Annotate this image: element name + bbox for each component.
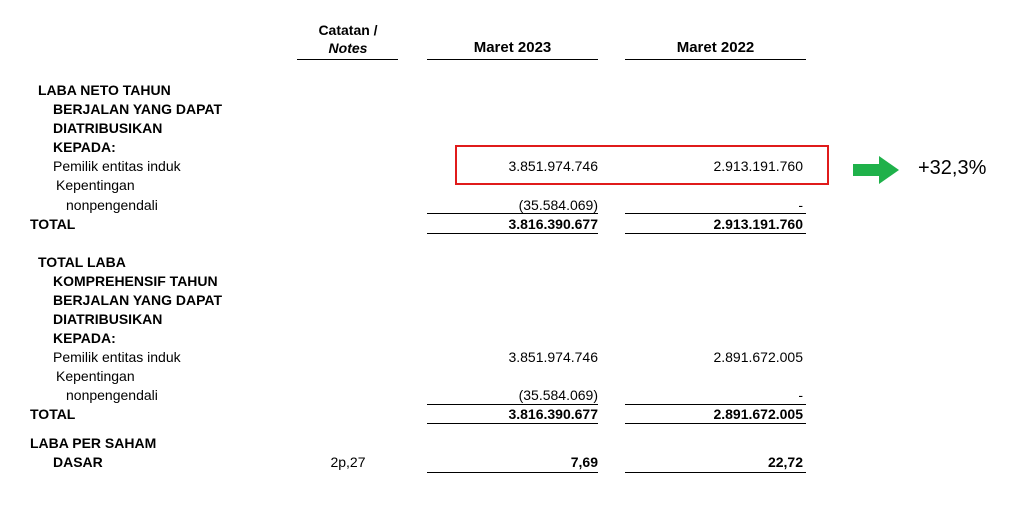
section-title: KOMPREHENSIF TAHUN	[53, 273, 218, 289]
rule	[625, 59, 806, 60]
section-title: KEPADA:	[53, 139, 116, 155]
total-value: 2.913.191.760	[713, 216, 803, 232]
value: 3.851.974.746	[508, 349, 598, 365]
value: -	[798, 197, 803, 213]
value: (35.584.069)	[518, 197, 598, 213]
section-title: KEPADA:	[53, 330, 116, 346]
highlight-box	[455, 145, 829, 185]
total-label: TOTAL	[30, 216, 76, 232]
section-title: LABA PER SAHAM	[30, 435, 157, 451]
notes-header: Catatan /	[318, 22, 378, 38]
value: 2.913.191.760	[713, 158, 803, 174]
rule	[427, 472, 598, 473]
row-label: Kepentingan	[56, 177, 135, 193]
rule	[625, 472, 806, 473]
row-label: Kepentingan	[56, 368, 135, 384]
row-label: nonpengendali	[66, 197, 158, 213]
rule	[625, 404, 806, 405]
note-ref: 2p,27	[330, 454, 366, 470]
column-header: Maret 2023	[473, 39, 552, 56]
section-title: DASAR	[53, 454, 103, 470]
value: 2.891.672.005	[713, 349, 803, 365]
value: 22,72	[767, 454, 803, 470]
section-title: TOTAL LABA	[38, 254, 126, 270]
total-value: 2.891.672.005	[713, 406, 803, 422]
row-label: nonpengendali	[66, 387, 158, 403]
rule	[427, 213, 598, 214]
rule	[625, 423, 806, 424]
section-title: BERJALAN YANG DAPAT	[53, 292, 223, 308]
arrow	[853, 156, 899, 184]
section-title: LABA NETO TAHUN	[38, 82, 171, 98]
section-title: BERJALAN YANG DAPAT	[53, 101, 223, 117]
rule	[297, 59, 398, 60]
rule	[427, 233, 598, 234]
section-title: DIATRIBUSIKAN	[53, 120, 163, 136]
rule	[427, 404, 598, 405]
value: 3.851.974.746	[508, 158, 598, 174]
row-label: Pemilik entitas induk	[53, 158, 181, 174]
column-header: Maret 2022	[676, 39, 755, 56]
total-value: 3.816.390.677	[508, 406, 598, 422]
total-value: 3.816.390.677	[508, 216, 598, 232]
rule	[625, 233, 806, 234]
total-label: TOTAL	[30, 406, 76, 422]
value: -	[798, 387, 803, 403]
change-label: +32,3%	[918, 157, 987, 179]
rule	[427, 423, 598, 424]
rule	[427, 59, 598, 60]
section-title: DIATRIBUSIKAN	[53, 311, 163, 327]
value: 7,69	[570, 454, 598, 470]
row-label: Pemilik entitas induk	[53, 349, 181, 365]
rule	[625, 213, 806, 214]
value: (35.584.069)	[518, 387, 598, 403]
notes-header: Notes	[328, 40, 368, 56]
